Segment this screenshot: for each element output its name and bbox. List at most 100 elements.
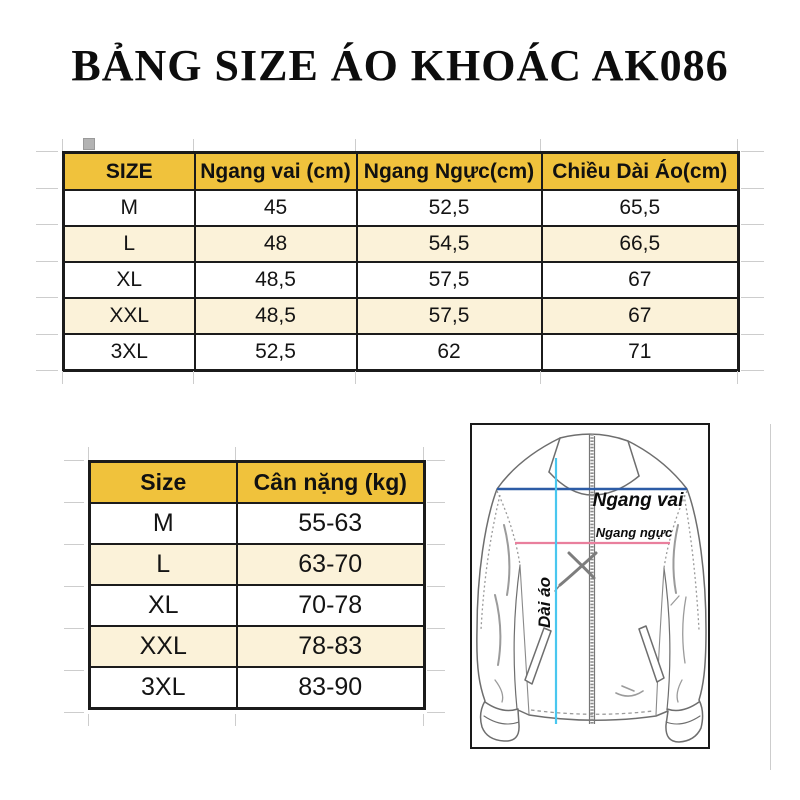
size-cell: L bbox=[62, 225, 196, 263]
size-table-header: Ngang Ngực(cm) bbox=[355, 151, 543, 191]
gridline-tick bbox=[355, 139, 356, 151]
weight-cell: 78-83 bbox=[235, 625, 426, 668]
size-cell: XXL bbox=[62, 297, 196, 335]
gridline-tick bbox=[427, 670, 445, 671]
gridline-tick bbox=[235, 714, 236, 726]
gridline-tick bbox=[36, 261, 58, 262]
gridline-tick bbox=[36, 297, 58, 298]
table-row: M 45 52,5 65,5 bbox=[62, 189, 740, 227]
gridline-tick bbox=[427, 544, 445, 545]
gridline-tick bbox=[427, 712, 445, 713]
length-label: Dài áo bbox=[535, 577, 554, 628]
table-row: 3XL 52,5 62 71 bbox=[62, 333, 740, 372]
gridline-tick bbox=[88, 714, 89, 726]
table-row: XXL 78-83 bbox=[88, 625, 426, 668]
length-cell: 67 bbox=[540, 297, 740, 335]
gridline-tick bbox=[235, 447, 236, 460]
weight-table: Size Cân nặng (kg) M 55-63 L 63-70 XL 70… bbox=[88, 460, 426, 710]
size-cell: XL bbox=[88, 584, 238, 627]
gridline-tick bbox=[64, 544, 84, 545]
gridline-tick bbox=[741, 151, 764, 152]
size-cell: M bbox=[88, 502, 238, 545]
size-table-header-row: SIZE Ngang vai (cm) Ngang Ngực(cm) Chiều… bbox=[62, 151, 740, 191]
gridline-tick bbox=[64, 586, 84, 587]
gridline-tick bbox=[64, 460, 84, 461]
gridline-tick bbox=[741, 334, 764, 335]
gridline-tick bbox=[741, 224, 764, 225]
weight-table-header: Size bbox=[88, 460, 238, 504]
gridline-tick bbox=[64, 670, 84, 671]
table-row: XXL 48,5 57,5 67 bbox=[62, 297, 740, 335]
size-table-header: Chiều Dài Áo(cm) bbox=[540, 151, 740, 191]
shoulder-label: Ngang vai bbox=[593, 490, 685, 511]
gridline-tick bbox=[36, 334, 58, 335]
size-cell: 3XL bbox=[62, 333, 196, 372]
length-cell: 65,5 bbox=[540, 189, 740, 227]
table-row: L 63-70 bbox=[88, 543, 426, 586]
gridline-tick bbox=[741, 370, 764, 371]
size-cell: M bbox=[62, 189, 196, 227]
shoulder-cell: 48 bbox=[193, 225, 358, 263]
right-pocket bbox=[638, 625, 665, 683]
chest-label: Ngang ngực bbox=[596, 525, 673, 540]
gridline-tick bbox=[423, 447, 424, 460]
gridline-tick bbox=[741, 297, 764, 298]
gridline-tick bbox=[62, 139, 63, 151]
gridline-tick bbox=[88, 447, 89, 460]
gridline-tick bbox=[193, 371, 194, 384]
shoulder-cell: 48,5 bbox=[193, 261, 358, 299]
gridline-tick bbox=[737, 139, 738, 151]
gridline-tick bbox=[741, 261, 764, 262]
gridline-tick bbox=[737, 371, 738, 384]
shoulder-cell: 52,5 bbox=[193, 333, 358, 372]
table-row: XL 48,5 57,5 67 bbox=[62, 261, 740, 299]
zipper bbox=[588, 434, 596, 724]
gridline-tick bbox=[540, 139, 541, 151]
gridline-tick bbox=[770, 424, 771, 770]
spreadsheet-corner-artifact bbox=[83, 138, 95, 150]
size-cell: L bbox=[88, 543, 238, 586]
length-cell: 71 bbox=[540, 333, 740, 372]
table-row: 3XL 83-90 bbox=[88, 666, 426, 710]
weight-cell: 63-70 bbox=[235, 543, 426, 586]
gridline-tick bbox=[427, 586, 445, 587]
gridline-tick bbox=[64, 628, 84, 629]
gridline-tick bbox=[427, 460, 445, 461]
gridline-tick bbox=[427, 628, 445, 629]
gridline-tick bbox=[741, 188, 764, 189]
chest-cell: 62 bbox=[355, 333, 543, 372]
length-cell: 66,5 bbox=[540, 225, 740, 263]
gridline-tick bbox=[36, 151, 58, 152]
weight-cell: 70-78 bbox=[235, 584, 426, 627]
length-cell: 67 bbox=[540, 261, 740, 299]
jacket-illustration: Ngang vai Ngang ngực Dài áo bbox=[476, 433, 707, 743]
weight-cell: 55-63 bbox=[235, 502, 426, 545]
weight-table-header-row: Size Cân nặng (kg) bbox=[88, 460, 426, 504]
chest-cell: 57,5 bbox=[355, 297, 543, 335]
weight-cell: 83-90 bbox=[235, 666, 426, 710]
size-table-header: Ngang vai (cm) bbox=[193, 151, 358, 191]
size-cell: 3XL bbox=[88, 666, 238, 710]
gridline-tick bbox=[36, 224, 58, 225]
shoulder-cell: 48,5 bbox=[193, 297, 358, 335]
chest-cell: 54,5 bbox=[355, 225, 543, 263]
chest-cell: 57,5 bbox=[355, 261, 543, 299]
gridline-tick bbox=[540, 371, 541, 384]
gridline-tick bbox=[36, 370, 58, 371]
gridline-tick bbox=[427, 502, 445, 503]
size-cell: XXL bbox=[88, 625, 238, 668]
chest-cell: 52,5 bbox=[355, 189, 543, 227]
gridline-tick bbox=[36, 188, 58, 189]
gridline-tick bbox=[64, 502, 84, 503]
size-cell: XL bbox=[62, 261, 196, 299]
stitch-seams bbox=[480, 490, 700, 715]
gridline-tick bbox=[64, 712, 84, 713]
jacket-diagram: Ngang vai Ngang ngực Dài áo bbox=[470, 423, 710, 749]
weight-table-header: Cân nặng (kg) bbox=[235, 460, 426, 504]
shoulder-cell: 45 bbox=[193, 189, 358, 227]
shading-strokes bbox=[494, 524, 687, 703]
table-row: XL 70-78 bbox=[88, 584, 426, 627]
size-table: SIZE Ngang vai (cm) Ngang Ngực(cm) Chiều… bbox=[62, 151, 740, 372]
gridline-tick bbox=[193, 139, 194, 151]
size-table-header: SIZE bbox=[62, 151, 196, 191]
